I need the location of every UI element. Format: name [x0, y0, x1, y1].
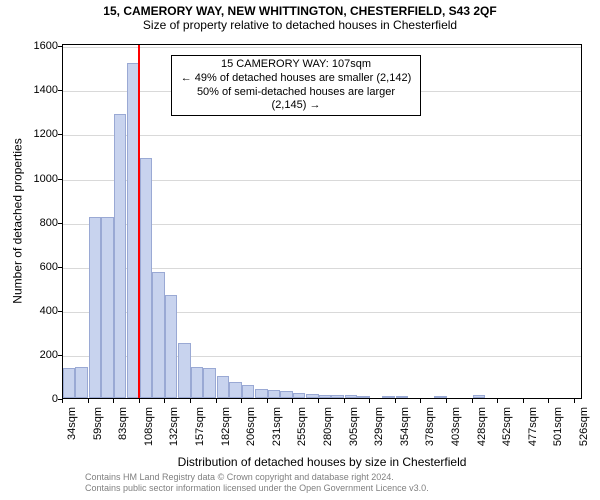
- bar: [152, 272, 164, 398]
- bar: [165, 295, 177, 398]
- page-title: 15, CAMERORY WAY, NEW WHITTINGTON, CHEST…: [0, 0, 600, 18]
- bar: [357, 396, 369, 398]
- x-tick-label: 477sqm: [527, 407, 539, 457]
- x-tick-label: 34sqm: [66, 407, 78, 457]
- x-tick-mark: [267, 399, 268, 403]
- x-tick-mark: [497, 399, 498, 403]
- annotation-line1: 15 CAMERORY WAY: 107sqm: [178, 58, 414, 72]
- x-tick-label: 329sqm: [373, 407, 385, 457]
- bar: [217, 376, 229, 398]
- x-tick-mark: [113, 399, 114, 403]
- y-axis-label: Number of detached properties: [10, 43, 24, 398]
- bar: [140, 158, 152, 398]
- x-tick-mark: [548, 399, 549, 403]
- annotation-box: 15 CAMERORY WAY: 107sqm ← 49% of detache…: [171, 55, 421, 116]
- x-tick-mark: [523, 399, 524, 403]
- bar: [319, 395, 331, 398]
- x-tick-mark: [292, 399, 293, 403]
- marker-line: [138, 45, 140, 398]
- footer-line1: Contains HM Land Registry data © Crown c…: [85, 472, 429, 483]
- bar: [229, 382, 241, 398]
- x-tick-label: 378sqm: [424, 407, 436, 457]
- bar: [101, 217, 113, 398]
- bar: [473, 395, 485, 398]
- x-tick-label: 280sqm: [322, 407, 334, 457]
- x-tick-label: 157sqm: [194, 407, 206, 457]
- bar: [242, 385, 254, 398]
- x-tick-label: 255sqm: [296, 407, 308, 457]
- bar: [178, 343, 190, 398]
- bar: [89, 217, 101, 398]
- x-tick-label: 108sqm: [143, 407, 155, 457]
- x-tick-mark: [369, 399, 370, 403]
- x-tick-mark: [139, 399, 140, 403]
- bar: [203, 368, 215, 398]
- x-tick-mark: [344, 399, 345, 403]
- x-tick-label: 526sqm: [578, 407, 590, 457]
- x-tick-label: 83sqm: [117, 407, 129, 457]
- x-tick-label: 231sqm: [271, 407, 283, 457]
- footer-line2: Contains public sector information licen…: [85, 483, 429, 494]
- annotation-line2: ← 49% of detached houses are smaller (2,…: [178, 72, 414, 86]
- bar: [268, 390, 280, 398]
- x-tick-mark: [190, 399, 191, 403]
- x-tick-mark: [446, 399, 447, 403]
- x-tick-label: 428sqm: [476, 407, 488, 457]
- x-tick-label: 403sqm: [450, 407, 462, 457]
- x-tick-mark: [164, 399, 165, 403]
- bar: [114, 114, 126, 398]
- bar: [280, 391, 292, 398]
- x-tick-label: 354sqm: [399, 407, 411, 457]
- chart-container: { "title_line1": "15, CAMERORY WAY, NEW …: [0, 0, 600, 500]
- bar: [434, 396, 446, 398]
- bar: [382, 396, 394, 398]
- x-tick-mark: [574, 399, 575, 403]
- x-tick-mark: [420, 399, 421, 403]
- x-tick-label: 182sqm: [220, 407, 232, 457]
- x-tick-label: 206sqm: [245, 407, 257, 457]
- footer-attribution: Contains HM Land Registry data © Crown c…: [85, 472, 429, 494]
- bar: [331, 395, 343, 398]
- x-axis-label: Distribution of detached houses by size …: [62, 455, 582, 469]
- x-tick-mark: [318, 399, 319, 403]
- x-tick-label: 59sqm: [92, 407, 104, 457]
- x-tick-mark: [472, 399, 473, 403]
- bar: [191, 367, 203, 398]
- gridline: [63, 135, 581, 136]
- bar: [306, 394, 318, 398]
- x-tick-label: 305sqm: [348, 407, 360, 457]
- bar: [255, 389, 267, 398]
- bar: [396, 396, 408, 398]
- bar: [345, 395, 357, 398]
- x-tick-label: 452sqm: [501, 407, 513, 457]
- bar: [75, 367, 87, 398]
- x-tick-mark: [88, 399, 89, 403]
- chart-plot: 02004006008001000120014001600 15 CAMEROR…: [62, 44, 582, 399]
- x-tick-mark: [62, 399, 63, 403]
- x-tick-mark: [241, 399, 242, 403]
- gridline: [63, 47, 581, 48]
- plot-area: 15 CAMERORY WAY: 107sqm ← 49% of detache…: [62, 44, 582, 399]
- annotation-line3: 50% of semi-detached houses are larger (…: [178, 86, 414, 114]
- page-subtitle: Size of property relative to detached ho…: [0, 18, 600, 32]
- x-tick-label: 132sqm: [168, 407, 180, 457]
- x-tick-mark: [395, 399, 396, 403]
- bar: [293, 393, 305, 398]
- x-tick-mark: [216, 399, 217, 403]
- bar: [63, 368, 75, 398]
- x-tick-label: 501sqm: [552, 407, 564, 457]
